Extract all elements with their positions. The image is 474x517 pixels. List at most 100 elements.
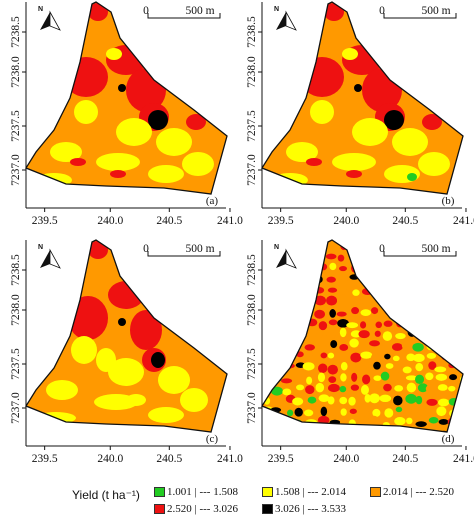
yield-zone-midlow	[435, 373, 448, 381]
yield-zone-high	[349, 408, 357, 414]
x-tick-label: 240.0	[97, 453, 123, 465]
yield-zone-top	[273, 419, 281, 429]
legend-label: 3.026 | --- 3.533	[275, 503, 346, 515]
yield-zone-mid	[438, 264, 449, 271]
yield-zone-midlow	[148, 165, 184, 183]
yield-zone-top	[329, 309, 336, 318]
legend-label: 2.520 | --- 3.026	[167, 503, 238, 515]
yield-zone-high	[298, 253, 305, 259]
field-surface	[26, 240, 227, 432]
map-panel: 239.5 240.0 240.5 241.0 7238.5 7238.0 7237.5 72…	[10, 1, 243, 227]
yield-zone-high	[418, 318, 425, 325]
yield-zone-high	[351, 372, 358, 382]
yield-zone-midlow	[438, 398, 450, 407]
yield-zone-midlow	[332, 153, 376, 171]
yield-zone-high	[362, 374, 371, 385]
yield-zone-high	[406, 307, 418, 314]
x-tick-label: 241.0	[453, 215, 474, 227]
yield-zone-high	[450, 295, 457, 304]
yield-zone-top	[285, 284, 295, 293]
yield-zone-mid	[362, 340, 372, 347]
yield-zone-high	[108, 281, 144, 309]
yield-zone-high	[461, 255, 463, 263]
yield-zone-high	[383, 320, 393, 327]
yield-zone-midlow	[318, 394, 330, 402]
yield-zone-midlow	[427, 431, 437, 432]
yield-zone-high	[293, 428, 304, 432]
scale-start-label: 0	[379, 243, 385, 255]
yield-zone-mid	[361, 299, 372, 306]
yield-zone-top	[384, 110, 404, 130]
yield-zone-high	[274, 285, 284, 293]
y-tick-label: 7237.0	[246, 392, 258, 424]
yield-zone-high	[374, 266, 381, 275]
yield-zone-low	[339, 385, 347, 393]
yield-zone-mid	[461, 308, 463, 314]
panel-label: (b)	[442, 195, 455, 207]
yield-zone-high	[294, 332, 304, 339]
yield-zone-high	[328, 319, 338, 326]
yield-zone-low	[461, 409, 463, 419]
yield-zone-mid	[396, 371, 404, 382]
yield-zone-mid	[336, 296, 348, 305]
yield-zone-midlow	[406, 417, 413, 425]
yield-zone-mid	[362, 418, 373, 427]
legend-item-class-2: 1.508 | --- 2.014	[262, 486, 346, 498]
yield-zone-midlow	[292, 397, 304, 406]
yield-zone-top	[415, 421, 427, 427]
yield-zone-midlow	[306, 376, 313, 385]
scale-bar: 0 500 m	[143, 5, 221, 19]
yield-zone-midlow	[327, 352, 335, 359]
yield-zone-top	[337, 319, 349, 328]
yield-zone-mid	[359, 361, 371, 369]
yield-zone-midlow	[360, 351, 373, 359]
yield-zone-high	[297, 287, 305, 296]
yield-zone-midlow	[360, 309, 372, 316]
yield-zone-high	[307, 288, 314, 296]
yield-zone-mid	[271, 351, 284, 358]
yield-zone-mid	[326, 330, 336, 341]
yield-zone-midlow	[340, 362, 348, 371]
panel-label: (c)	[206, 433, 219, 445]
yield-zone-high	[426, 398, 438, 406]
yield-zone-top	[460, 262, 463, 272]
scale-bar: 0 500 m	[143, 243, 221, 257]
yield-zone-mid	[341, 276, 348, 282]
field-surface	[26, 2, 227, 194]
yield-zone-mid	[340, 351, 348, 362]
yield-zone-low	[280, 350, 292, 359]
legend-label: 1.001 | --- 1.508	[167, 486, 238, 498]
yield-zone-high	[392, 288, 401, 294]
yield-zone-top	[314, 253, 324, 260]
yield-zone-midlow	[116, 118, 152, 146]
legend-item-class-5: 3.026 | --- 3.533	[262, 503, 346, 515]
yield-zone-top	[462, 396, 463, 403]
yield-zone-mid	[417, 408, 424, 416]
y-tick-label: 7237.5	[10, 110, 22, 142]
yield-zone-low	[428, 417, 439, 424]
north-arrow-dark	[40, 250, 50, 268]
yield-zone-mid	[447, 309, 458, 320]
yield-zone-midlow	[339, 327, 347, 338]
x-tick-label: 239.5	[32, 215, 58, 227]
yield-zone-low	[332, 186, 342, 194]
yield-zone-midlow	[340, 408, 347, 416]
yield-zone-midlow	[459, 321, 463, 328]
yield-zone-low	[405, 393, 417, 404]
yield-zone-high	[381, 297, 390, 304]
yield-zone-midlow	[425, 307, 435, 315]
yield-zone-high	[425, 275, 435, 284]
yield-zone-low	[395, 406, 403, 413]
yield-zone-low	[448, 397, 459, 406]
yield-zone-low	[380, 371, 390, 381]
yield-zone-midlow	[303, 409, 314, 417]
yield-zone-top	[384, 353, 391, 360]
yield-zone-midlow	[339, 396, 348, 405]
yield-zone-midlow	[327, 396, 335, 405]
yield-zone-low	[286, 409, 294, 417]
yield-zone-mid	[383, 287, 390, 295]
yield-zone-top	[320, 406, 328, 417]
yield-zone-midlow	[406, 284, 414, 295]
yield-zone-midlow	[272, 173, 308, 187]
yield-zone-low	[407, 428, 416, 432]
